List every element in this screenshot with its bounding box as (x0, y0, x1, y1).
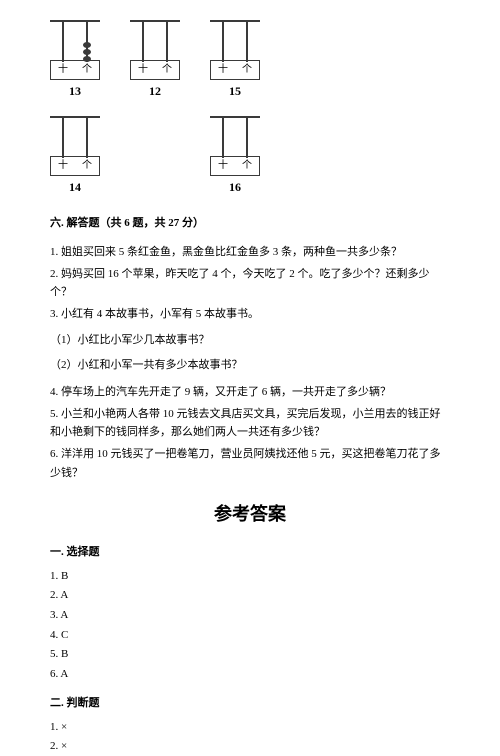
answer-item: 2. A (50, 587, 450, 605)
label-ten: 十 (138, 62, 148, 78)
abacus-number: 14 (69, 178, 81, 197)
label-one: 个 (82, 62, 92, 78)
answer-item: 1. B (50, 568, 450, 586)
question-1: 1. 姐姐买回来 5 条红金鱼，黑金鱼比红金鱼多 3 条，两种鱼一共多少条？ (50, 243, 450, 262)
question-6: 6. 洋洋用 10 元钱买了一把卷笔刀，营业员阿姨找还他 5 元，买这把卷笔刀花… (50, 445, 450, 482)
label-one: 个 (242, 158, 252, 174)
answer-item: 1. × (50, 719, 450, 737)
abacus-number: 13 (69, 82, 81, 101)
label-one: 个 (162, 62, 172, 78)
question-5: 5. 小兰和小艳两人各带 10 元钱去文具店买文具，买完后发现，小兰用去的钱正好… (50, 405, 450, 442)
abacus-number: 15 (229, 82, 241, 101)
label-ten: 十 (218, 158, 228, 174)
answer-item: 5. B (50, 646, 450, 664)
answer-section-2-title: 二. 判断题 (50, 695, 450, 713)
label-one: 个 (242, 62, 252, 78)
question-3: 3. 小红有 4 本故事书，小军有 5 本故事书。 (50, 305, 450, 324)
answer-section-1-title: 一. 选择题 (50, 544, 450, 562)
label-one: 个 (82, 158, 92, 174)
answers-title: 参考答案 (50, 500, 450, 529)
abacus-row-2: 十个 14 十个 16 (50, 116, 450, 197)
question-3-1: （1）小红比小军少几本故事书？ (50, 332, 450, 350)
abacus-number: 12 (149, 82, 161, 101)
section-6-title: 六. 解答题（共 6 题，共 27 分） (50, 215, 450, 233)
abacus-13: 十个 13 (50, 20, 100, 101)
answer-item: 3. A (50, 607, 450, 625)
label-ten: 十 (58, 158, 68, 174)
abacus-row-1: 十个 13 十个 12 十个 15 (50, 20, 450, 101)
question-4: 4. 停车场上的汽车先开走了 9 辆，又开走了 6 辆，一共开走了多少辆？ (50, 383, 450, 402)
abacus-16: 十个 16 (210, 116, 260, 197)
label-ten: 十 (218, 62, 228, 78)
label-ten: 十 (58, 62, 68, 78)
abacus-14: 十个 14 (50, 116, 100, 197)
abacus-15: 十个 15 (210, 20, 260, 101)
abacus-number: 16 (229, 178, 241, 197)
abacus-12: 十个 12 (130, 20, 180, 101)
answer-item: 4. C (50, 627, 450, 645)
question-2: 2. 妈妈买回 16 个苹果，昨天吃了 4 个，今天吃了 2 个。吃了多少个？还… (50, 265, 450, 302)
answer-item: 2. × (50, 738, 450, 756)
question-3-2: （2）小红和小军一共有多少本故事书？ (50, 357, 450, 375)
answer-item: 6. A (50, 666, 450, 684)
